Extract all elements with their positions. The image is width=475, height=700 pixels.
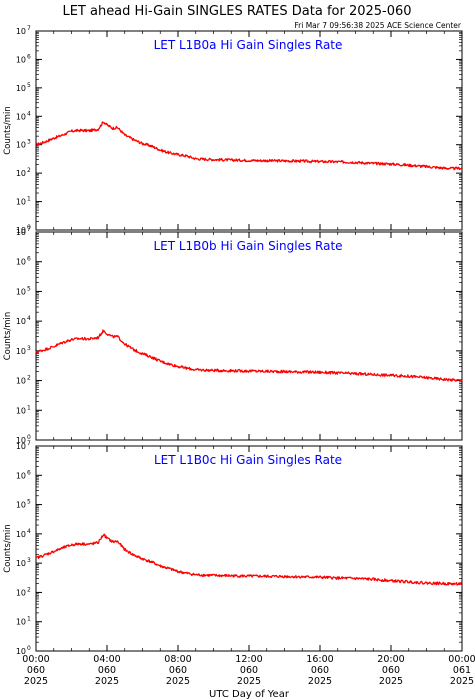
y-tick-exponent: 7 <box>27 440 31 447</box>
y-tick-exponent: 4 <box>27 528 31 535</box>
x-tick-day: 060 <box>382 665 400 676</box>
y-tick-label: 10 <box>16 112 26 121</box>
y-tick-label: 10 <box>16 559 26 568</box>
y-tick-label: 10 <box>16 588 26 597</box>
series-line <box>35 329 463 382</box>
y-tick-label: 10 <box>16 226 26 235</box>
x-tick-time: 08:00 <box>164 654 191 665</box>
y-tick-exponent: 7 <box>27 25 31 32</box>
y-tick-label: 10 <box>16 347 26 356</box>
y-tick-label: 10 <box>16 84 26 93</box>
generation-timestamp: Fri Mar 7 09:56:38 2025 ACE Science Cent… <box>294 21 462 30</box>
plot-frame <box>35 445 463 652</box>
x-tick-time: 00:00 <box>448 654 475 665</box>
x-tick-time: 00:00 <box>22 654 49 665</box>
y-tick-label: 10 <box>16 618 26 627</box>
series-line <box>35 533 463 586</box>
x-tick-day: 060 <box>240 665 258 676</box>
panel-title: LET L1B0a Hi Gain Singles Rate <box>154 38 343 52</box>
x-axis-tick-labels: 00:00060202504:00060202508:00060202512:0… <box>22 654 475 687</box>
y-tick-exponent: 1 <box>27 404 31 411</box>
y-tick-label: 10 <box>16 442 26 451</box>
x-tick-day: 060 <box>27 665 45 676</box>
y-tick-exponent: 6 <box>27 256 31 263</box>
panel-title: LET L1B0b Hi Gain Singles Rate <box>153 239 342 253</box>
y-tick-label: 10 <box>16 141 26 150</box>
x-tick-day: 060 <box>169 665 187 676</box>
y-tick-label: 10 <box>16 377 26 386</box>
y-tick-exponent: 3 <box>27 345 31 352</box>
y-tick-label: 10 <box>16 471 26 480</box>
y-tick-exponent: 2 <box>27 167 31 174</box>
y-tick-exponent: 2 <box>27 375 31 382</box>
x-axis-label: UTC Day of Year <box>209 689 290 700</box>
panel-title: LET L1B0c Hi Gain Singles Rate <box>154 453 342 467</box>
x-tick-year: 2025 <box>450 676 474 687</box>
y-tick-exponent: 6 <box>27 53 31 60</box>
y-axis-label: Counts/min <box>3 312 13 361</box>
x-tick-time: 20:00 <box>377 654 404 665</box>
y-tick-exponent: 0 <box>27 645 31 652</box>
x-tick-year: 2025 <box>166 676 190 687</box>
y-tick-label: 10 <box>16 27 26 36</box>
y-tick-exponent: 0 <box>27 434 31 441</box>
y-tick-label: 10 <box>16 287 26 296</box>
y-tick-exponent: 2 <box>27 586 31 593</box>
x-tick-time: 04:00 <box>93 654 120 665</box>
y-tick-label: 10 <box>16 530 26 539</box>
series-line <box>35 121 463 171</box>
y-tick-exponent: 5 <box>27 285 31 292</box>
y-tick-label: 10 <box>16 228 26 237</box>
y-tick-label: 10 <box>16 169 26 178</box>
y-tick-exponent: 4 <box>27 315 31 322</box>
y-tick-label: 10 <box>16 55 26 64</box>
y-tick-label: 10 <box>16 198 26 207</box>
x-tick-time: 12:00 <box>235 654 262 665</box>
x-tick-year: 2025 <box>308 676 332 687</box>
x-tick-day: 061 <box>453 665 471 676</box>
y-tick-exponent: 7 <box>27 226 31 233</box>
x-tick-time: 16:00 <box>306 654 333 665</box>
y-tick-exponent: 0 <box>27 224 31 231</box>
y-tick-exponent: 3 <box>27 139 31 146</box>
y-tick-label: 10 <box>16 436 26 445</box>
y-tick-exponent: 5 <box>27 82 31 89</box>
y-tick-label: 10 <box>16 406 26 415</box>
y-tick-exponent: 6 <box>27 469 31 476</box>
y-tick-exponent: 4 <box>27 110 31 117</box>
figure-title: LET ahead Hi-Gain SINGLES RATES Data for… <box>62 4 411 19</box>
x-tick-year: 2025 <box>379 676 403 687</box>
plot-frame <box>35 30 463 231</box>
y-axis-label: Counts/min <box>3 524 13 573</box>
y-tick-exponent: 3 <box>27 557 31 564</box>
x-tick-day: 060 <box>311 665 329 676</box>
x-tick-year: 2025 <box>237 676 261 687</box>
y-tick-exponent: 1 <box>27 196 31 203</box>
y-axis-label: Counts/min <box>3 106 13 155</box>
y-tick-exponent: 5 <box>27 499 31 506</box>
y-tick-label: 10 <box>16 647 26 656</box>
y-tick-exponent: 1 <box>27 616 31 623</box>
x-tick-year: 2025 <box>24 676 48 687</box>
y-tick-label: 10 <box>16 317 26 326</box>
x-tick-day: 060 <box>98 665 116 676</box>
y-tick-label: 10 <box>16 501 26 510</box>
x-tick-year: 2025 <box>95 676 119 687</box>
y-tick-label: 10 <box>16 258 26 267</box>
